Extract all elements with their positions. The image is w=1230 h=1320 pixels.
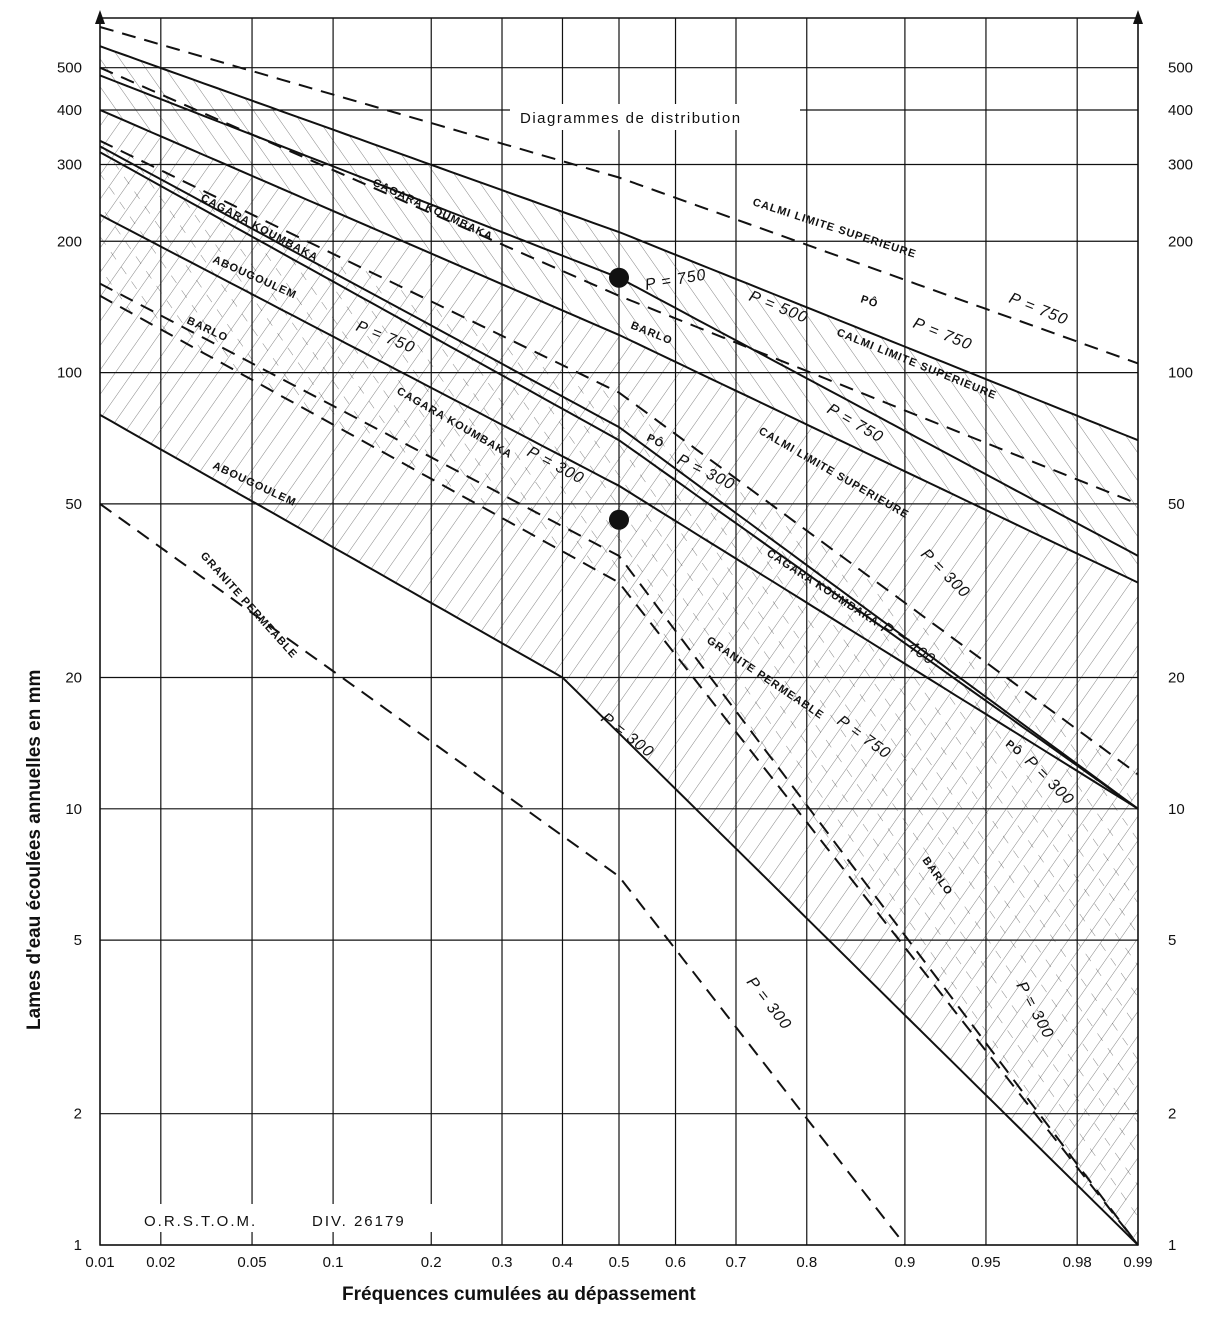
y-tick-label-left: 500 [57, 60, 82, 77]
data-point [609, 509, 629, 530]
label-p750-c: P = 750 [1007, 290, 1071, 329]
y-tick-label-left: 400 [57, 102, 82, 119]
x-tick-label: 0.3 [492, 1254, 513, 1271]
series-line [99, 45, 1139, 442]
y-tick-label-right: 1 [1168, 1237, 1176, 1254]
x-tick-label: 0.05 [237, 1254, 266, 1271]
y-tick-label-right: 10 [1168, 801, 1185, 818]
x-tick-label: 0.1 [323, 1254, 344, 1271]
y-axis-title: Lames d'eau écoulées annuelles en mm [24, 670, 45, 1030]
chart-title: Diagrammes de distribution [520, 110, 742, 127]
label-p300-f: P = 300 [743, 974, 795, 1033]
division-code: DIV. 26179 [312, 1213, 406, 1230]
series-line [99, 151, 1139, 810]
label-granite-left: GRANITE PERMEABLE [198, 550, 300, 661]
x-tick-label: 0.9 [894, 1254, 915, 1271]
title-backdrop [510, 104, 800, 130]
series-line [99, 282, 1139, 1246]
hatched-band [100, 140, 1138, 1245]
footer-backdrop [135, 1204, 465, 1232]
x-tick-label: 0.95 [971, 1254, 1000, 1271]
series-line [99, 503, 906, 1246]
y-tick-label-left: 50 [65, 496, 82, 513]
series-line [99, 145, 1139, 810]
series-line [99, 109, 1139, 584]
y-tick-label-right: 300 [1168, 156, 1193, 173]
x-tick-label: 0.7 [726, 1254, 747, 1271]
data-point [609, 267, 629, 288]
x-tick-label: 0.01 [85, 1254, 114, 1271]
y-tick-label-right: 20 [1168, 669, 1185, 686]
x-tick-label: 0.98 [1063, 1254, 1092, 1271]
y-tick-label-right: 500 [1168, 60, 1193, 77]
y-tick-label-left: 20 [65, 669, 82, 686]
tick-labels: 0.01 0.02 0.05 0.1 0.2 0.3 0.4 0.5 0.6 0.7 0.8 0.9 0… [57, 60, 1193, 1271]
y-tick-label-left: 2 [74, 1106, 82, 1123]
x-tick-label: 0.6 [665, 1254, 686, 1271]
x-axis-title: Fréquences cumulées au dépassement [342, 1284, 696, 1305]
label-calmi-top: CALMI LIMITE SUPERIEURE [751, 196, 918, 260]
x-tick-label: 0.02 [146, 1254, 175, 1271]
y-tick-label-left: 100 [57, 365, 82, 382]
x-tick-label: 0.4 [552, 1254, 573, 1271]
y-tick-label-right: 100 [1168, 365, 1193, 382]
series-line [99, 294, 1139, 1246]
y-tick-label-left: 1 [74, 1237, 82, 1254]
label-po-top: PÔ [859, 292, 880, 310]
y-tick-label-right: 50 [1168, 496, 1185, 513]
curves [99, 26, 1139, 1246]
y-axis-arrow-right [1133, 10, 1143, 24]
y-tick-label-left: 5 [74, 932, 82, 949]
y-axis-arrow-left [95, 10, 105, 24]
y-tick-label-right: 400 [1168, 102, 1193, 119]
x-tick-label: 0.2 [421, 1254, 442, 1271]
series-line [99, 26, 1139, 365]
y-tick-label-right: 5 [1168, 932, 1176, 949]
x-tick-label: 0.8 [796, 1254, 817, 1271]
y-tick-label-right: 2 [1168, 1106, 1176, 1123]
series-line [99, 213, 1139, 810]
series-line [99, 66, 1139, 505]
x-tick-label: 0.99 [1123, 1254, 1152, 1271]
y-tick-label-left: 200 [57, 233, 82, 250]
y-tick-label-left: 300 [57, 156, 82, 173]
data-points [609, 267, 629, 530]
orstom-stamp: O.R.S.T.O.M. [144, 1213, 257, 1230]
series-line [99, 414, 1139, 1246]
y-tick-label-right: 200 [1168, 233, 1193, 250]
y-tick-label-left: 10 [65, 801, 82, 818]
hatched-band [100, 46, 1138, 583]
hatched-bands [100, 46, 1138, 1246]
series-line [99, 139, 1139, 776]
x-tick-label: 0.5 [609, 1254, 630, 1271]
label-p750-b: P = 750 [911, 315, 975, 354]
